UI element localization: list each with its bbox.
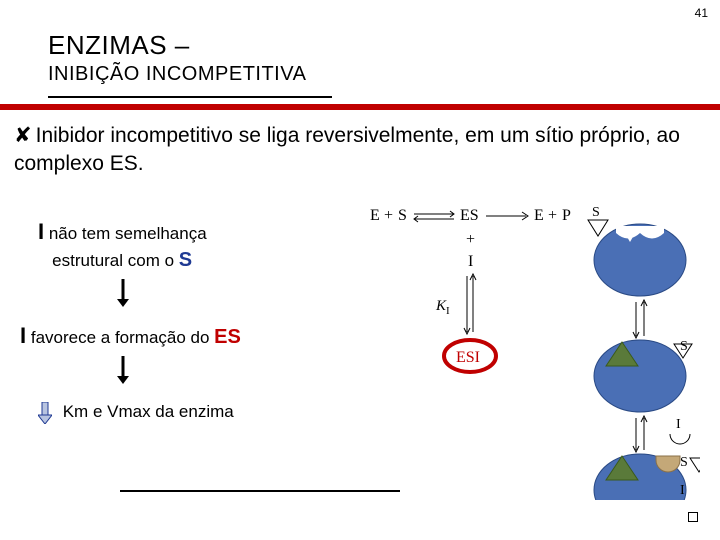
statement-1: I não tem semelhança estrutural com o S bbox=[38, 218, 348, 273]
title-block: ENZIMAS – INIBIÇÃO INCOMPETITIVA bbox=[48, 30, 306, 86]
reaction-diagram: E + S ES E + P + I K I ESI S bbox=[360, 200, 700, 500]
eq-P: P bbox=[562, 207, 571, 224]
enzyme-es: S bbox=[594, 339, 692, 412]
svg-text:S: S bbox=[680, 455, 688, 470]
equilibrium-arrow-2 bbox=[633, 416, 647, 452]
i-under-es: I bbox=[468, 253, 473, 270]
eq-E: E bbox=[370, 207, 380, 224]
svg-text:I: I bbox=[680, 483, 685, 498]
eq-S: S bbox=[398, 207, 407, 224]
plus-under-es: + bbox=[466, 231, 475, 248]
enzyme-free bbox=[594, 224, 686, 296]
eq-EP: E bbox=[534, 207, 544, 224]
s-angle-label: S bbox=[588, 205, 608, 236]
esi-label: ESI bbox=[456, 349, 480, 366]
title-underline bbox=[48, 96, 332, 98]
es-symbol: ES bbox=[214, 326, 241, 348]
decrease-arrow-icon bbox=[38, 402, 52, 424]
bullet-content: Inibidor incompetitivo se liga reversive… bbox=[14, 124, 680, 175]
s-symbol: S bbox=[179, 249, 192, 271]
page-number: 41 bbox=[695, 6, 708, 20]
statement-1b: estrutural com o bbox=[52, 251, 179, 270]
ki-sub: I bbox=[446, 305, 450, 317]
statement-3: Km e Vmax da enzima bbox=[38, 401, 348, 424]
statement-2: I favorece a formação do ES bbox=[20, 322, 348, 351]
title-main: ENZIMAS – bbox=[48, 30, 306, 61]
left-content-column: I não tem semelhança estrutural com o S … bbox=[38, 218, 348, 424]
footer-divider bbox=[120, 490, 400, 492]
i-angle-label: I bbox=[670, 417, 690, 444]
arrow-down-icon bbox=[116, 356, 130, 384]
title-sub: INIBIÇÃO INCOMPETITIVA bbox=[48, 63, 306, 86]
footer-square-icon bbox=[688, 512, 698, 522]
eq-plus: + bbox=[384, 207, 393, 224]
statement-1a: não tem semelhança bbox=[44, 224, 207, 243]
svg-text:S: S bbox=[592, 205, 600, 220]
eq-ES: ES bbox=[460, 207, 479, 224]
equilibrium-arrow-1 bbox=[633, 300, 647, 338]
svg-text:I: I bbox=[676, 417, 681, 432]
statement-3-text: Km e Vmax da enzima bbox=[58, 402, 234, 421]
statement-2a: favorece a formação do bbox=[26, 328, 214, 347]
red-divider-bar bbox=[0, 104, 720, 110]
bullet-x-icon: ✘ bbox=[14, 124, 32, 147]
eq-plus2: + bbox=[548, 207, 557, 224]
bullet-paragraph: ✘Inibidor incompetitivo se liga reversiv… bbox=[14, 122, 704, 179]
arrow-down-icon bbox=[116, 279, 130, 307]
enzyme-esi: S I bbox=[594, 454, 700, 500]
